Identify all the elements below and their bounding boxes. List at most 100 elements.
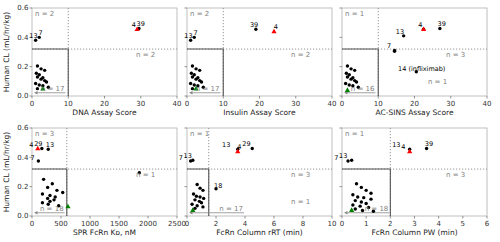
dot-point	[201, 189, 204, 192]
panel: 0102030400.00.20.40.6DNA Assay ScoreHuma…	[2, 4, 181, 117]
y-tick	[340, 66, 343, 67]
x-tick-label: 2	[388, 220, 392, 228]
x-tick-label: 10	[64, 100, 73, 108]
n-label: n = 3	[35, 130, 54, 138]
dot-point	[195, 204, 198, 207]
y-tick	[185, 66, 188, 67]
n-label: n = 1	[345, 130, 364, 138]
point-label: 13	[184, 32, 192, 40]
dot-point	[48, 200, 51, 203]
point-label: 39	[438, 20, 446, 28]
dot-point	[54, 195, 57, 198]
dot-point	[358, 204, 361, 207]
x-tick-label: 10	[374, 100, 383, 108]
x-tick-label: 0	[185, 220, 189, 228]
dot-point	[350, 159, 353, 162]
plot-frame	[32, 128, 177, 216]
x-axis-label: SPR FcRn Kᴅ, nM	[73, 228, 136, 237]
dot-point	[195, 183, 198, 186]
point-label: 4	[401, 143, 405, 151]
x-tick	[68, 96, 69, 99]
y-tick-label: 0.0	[17, 92, 28, 100]
panel-texts: n = 1n = 3n = 17n = 11371813294	[179, 130, 311, 213]
dot-point	[191, 64, 194, 67]
plot-frame	[32, 8, 177, 96]
threshold-box	[342, 169, 390, 216]
n-label: n = 18	[365, 205, 389, 213]
dot-point	[39, 67, 42, 70]
n-label: n = 16	[351, 85, 375, 93]
x-tick-label: 30	[136, 100, 145, 108]
x-tick	[342, 96, 343, 99]
dot-point	[34, 82, 37, 85]
n-label: n = 3	[446, 171, 465, 179]
n-label: n = 3	[446, 51, 465, 59]
point-label: 13	[29, 32, 37, 40]
threshold-box	[32, 169, 67, 216]
x-tick-label: 40	[483, 100, 492, 108]
n-label: n = 17	[219, 205, 243, 213]
point-label: 13	[46, 141, 54, 149]
triangle-point	[407, 149, 412, 154]
n-label: n = 2	[136, 51, 155, 59]
dot-point	[190, 203, 193, 206]
triangle-point	[349, 207, 354, 212]
point-label: 4	[132, 21, 136, 29]
dot-point	[36, 64, 39, 67]
x-tick-label: 4	[243, 220, 248, 228]
x-axis-label: FcRn Column PW (min)	[371, 228, 457, 237]
dot-point	[360, 200, 363, 203]
y-tick-label: 0.4	[17, 34, 29, 42]
plot-area	[32, 8, 177, 96]
y-tick	[30, 96, 33, 97]
dot-point	[193, 198, 196, 201]
panel-texts: n = 2n = 2n = 17137394	[184, 10, 310, 93]
x-tick-label: 6	[272, 220, 277, 228]
x-tick	[414, 216, 415, 219]
y-tick-label: 0.0	[17, 212, 28, 220]
dot-point	[351, 193, 354, 196]
dot-point	[346, 75, 349, 78]
dot-point	[194, 67, 197, 70]
x-tick-label: 3	[412, 220, 416, 228]
plot-frame	[187, 8, 332, 96]
x-tick-label: 8	[301, 220, 305, 228]
x-tick	[414, 96, 415, 99]
dot-point	[251, 147, 254, 150]
point-label: 14 (infliximab)	[398, 65, 445, 73]
dot-point	[202, 197, 205, 200]
x-tick	[303, 216, 304, 219]
y-axis-label: Human CL (mL/hr/kg)	[2, 12, 11, 93]
triangle-point	[345, 87, 350, 92]
panel-texts: n = 3n = 1n = 18291374	[29, 130, 155, 213]
y-tick-label: 0.4	[17, 154, 29, 162]
dot-point	[355, 80, 358, 83]
y-tick	[185, 8, 188, 9]
dot-point	[191, 75, 194, 78]
x-tick-label: 0	[185, 100, 189, 108]
y-tick	[340, 186, 343, 187]
point-label: 4	[29, 141, 33, 149]
threshold-box	[187, 49, 223, 96]
dot-point	[369, 197, 372, 200]
panel: 0246810FcRn Column rRT (min)n = 1n = 3n …	[179, 128, 337, 237]
x-tick-label: 2	[214, 220, 218, 228]
point-label: 7	[38, 29, 42, 37]
y-tick-label: 0.2	[17, 183, 28, 191]
point-label: 7	[31, 154, 35, 162]
x-tick	[438, 216, 439, 219]
panel: 0123456FcRn Column PW (min)n = 1n = 3n =…	[334, 128, 490, 237]
dot-point	[356, 195, 359, 198]
panel: 010203040Insulin Assay Scoren = 2n = 2n …	[184, 8, 336, 117]
x-tick	[342, 216, 343, 219]
dot-point	[191, 87, 194, 90]
y-tick	[185, 128, 188, 129]
x-axis-label: Insulin Assay Score	[223, 108, 296, 117]
x-tick-label: 6	[485, 220, 490, 228]
dot-point	[192, 192, 195, 195]
plot-frame	[342, 128, 487, 216]
dot-point	[46, 186, 49, 189]
y-tick-label: 0.6	[17, 4, 29, 12]
x-tick-label: 20	[410, 100, 419, 108]
point-label: 29	[242, 140, 250, 148]
